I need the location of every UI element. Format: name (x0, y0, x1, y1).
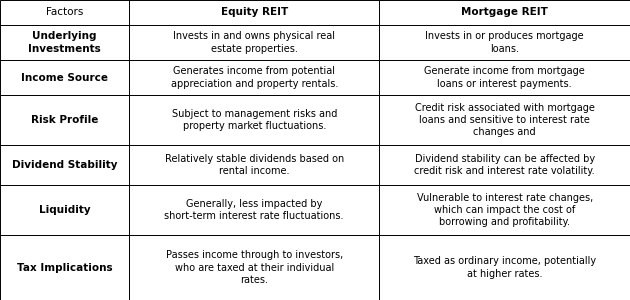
Text: Invests in and owns physical real
estate properties.: Invests in and owns physical real estate… (173, 31, 335, 54)
Text: Subject to management risks and
property market fluctuations.: Subject to management risks and property… (171, 109, 337, 131)
Bar (0, 95, 129, 145)
Bar (0, 60, 129, 95)
Bar (129, 60, 379, 95)
Text: Factors: Factors (46, 8, 83, 17)
Bar (0, 0, 129, 25)
Text: Taxed as ordinary income, potentially
at higher rates.: Taxed as ordinary income, potentially at… (413, 256, 596, 279)
Bar (129, 25, 379, 60)
Bar (0, 185, 129, 235)
Text: Passes income through to investors,
who are taxed at their individual
rates.: Passes income through to investors, who … (166, 250, 343, 285)
Bar (0, 25, 129, 60)
Bar (379, 95, 630, 145)
Text: Generates income from potential
appreciation and property rentals.: Generates income from potential apprecia… (171, 66, 338, 89)
Text: Dividend stability can be affected by
credit risk and interest rate volatility.: Dividend stability can be affected by cr… (415, 154, 595, 176)
Bar (129, 95, 379, 145)
Bar (379, 185, 630, 235)
Bar (379, 235, 630, 300)
Text: Dividend Stability: Dividend Stability (12, 160, 117, 170)
Text: Generally, less impacted by
short-term interest rate fluctuations.: Generally, less impacted by short-term i… (164, 199, 344, 221)
Text: Vulnerable to interest rate changes,
which can impact the cost of
borrowing and : Vulnerable to interest rate changes, whi… (416, 193, 593, 227)
Text: Risk Profile: Risk Profile (31, 115, 98, 125)
Text: Liquidity: Liquidity (39, 205, 90, 215)
Text: Underlying
Investments: Underlying Investments (28, 31, 101, 54)
Bar (129, 0, 379, 25)
Bar (129, 235, 379, 300)
Text: Relatively stable dividends based on
rental income.: Relatively stable dividends based on ren… (164, 154, 344, 176)
Text: Mortgage REIT: Mortgage REIT (461, 8, 548, 17)
Bar (379, 60, 630, 95)
Bar (0, 145, 129, 185)
Text: Equity REIT: Equity REIT (220, 8, 288, 17)
Bar (129, 185, 379, 235)
Bar (129, 145, 379, 185)
Text: Credit risk associated with mortgage
loans and sensitive to interest rate
change: Credit risk associated with mortgage loa… (415, 103, 595, 137)
Bar (379, 25, 630, 60)
Text: Income Source: Income Source (21, 73, 108, 82)
Text: Tax Implications: Tax Implications (17, 262, 112, 272)
Text: Generate income from mortgage
loans or interest payments.: Generate income from mortgage loans or i… (424, 66, 585, 89)
Bar (0, 235, 129, 300)
Bar (379, 145, 630, 185)
Text: Invests in or produces mortgage
loans.: Invests in or produces mortgage loans. (425, 31, 584, 54)
Bar (379, 0, 630, 25)
